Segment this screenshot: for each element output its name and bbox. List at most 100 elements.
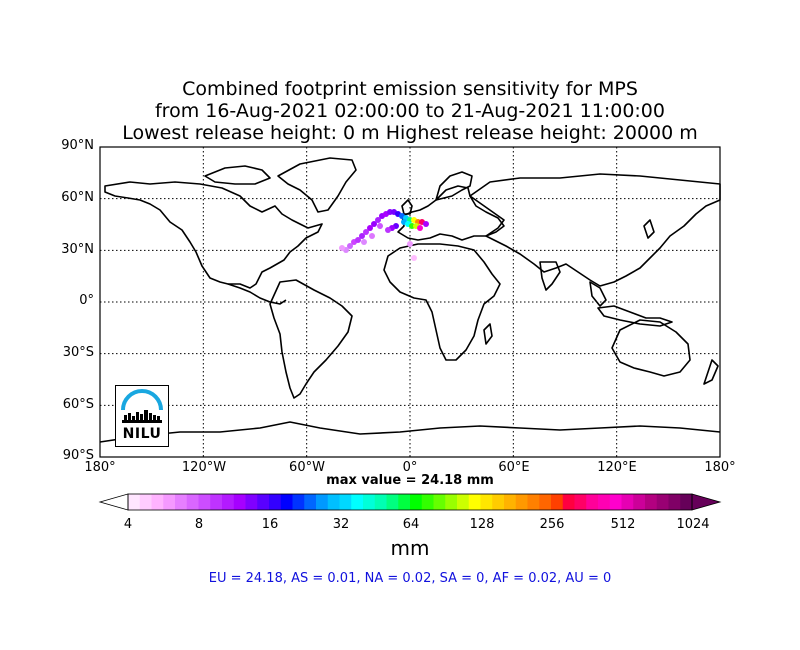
colorbar	[98, 493, 722, 511]
colorbar-swatch	[656, 494, 670, 510]
colorbar-under-arrow	[98, 493, 129, 511]
japan	[643, 219, 655, 239]
greenland	[277, 157, 357, 213]
colorbar-swatch	[175, 494, 188, 510]
colorbar-swatch	[269, 494, 282, 510]
colorbar-unit-label: mm	[390, 536, 430, 560]
colorbar-swatch	[139, 494, 153, 510]
colorbar-swatch	[233, 494, 247, 510]
new-zealand	[703, 359, 719, 385]
colorbar-swatch	[551, 494, 564, 510]
lon-label-180w: 180°	[84, 460, 116, 475]
north-america-coast	[104, 181, 323, 289]
europe-coast	[397, 185, 505, 241]
colorbar-tick-1024: 1024	[676, 517, 710, 532]
colorbar-swatch	[386, 494, 399, 510]
plume-cell	[377, 223, 383, 229]
colorbar-swatch	[504, 494, 517, 510]
colorbar-swatch	[480, 494, 493, 510]
colorbar-swatch	[257, 494, 270, 510]
colorbar-swatch	[245, 494, 258, 510]
colorbar-swatch	[210, 494, 223, 510]
british-isles	[401, 199, 413, 215]
africa-coast	[383, 243, 501, 361]
colorbar-tick-8: 8	[194, 517, 204, 532]
colorbar-swatch	[445, 494, 458, 510]
southeast-asia	[589, 281, 607, 307]
colorbar-swatch	[492, 494, 505, 510]
colorbar-swatch	[680, 494, 693, 510]
colorbar-swatch	[421, 494, 435, 510]
colorbar-tick-64: 64	[402, 517, 420, 532]
colorbar-swatch	[280, 494, 294, 510]
colorbar-tick-16: 16	[261, 517, 279, 532]
plume-cell	[417, 225, 423, 231]
nilu-logo-text: NILU	[122, 426, 162, 442]
plume-cell	[369, 233, 375, 239]
colorbar-frame	[127, 493, 693, 511]
lon-label-120e: 120°E	[597, 460, 637, 475]
colorbar-tick-32: 32	[332, 517, 350, 532]
colorbar-swatch	[398, 494, 411, 510]
lat-label-30s: 30°S	[62, 345, 94, 360]
lat-label-30n: 30°N	[61, 242, 94, 257]
colorbar-swatch	[645, 494, 658, 510]
colorbar-swatch	[539, 494, 552, 510]
colorbar-tick-4: 4	[123, 517, 133, 532]
colorbar-tick-256: 256	[539, 517, 565, 532]
lat-label-60n: 60°N	[61, 190, 94, 205]
madagascar	[483, 323, 493, 345]
map-title-line-3: Lowest release height: 0 m Highest relea…	[122, 122, 698, 144]
colorbar-swatch	[151, 494, 164, 510]
lon-label-60e: 60°E	[498, 460, 530, 475]
graticule-grid	[100, 147, 720, 457]
antarctica-coast	[99, 421, 721, 443]
asia-coast	[469, 173, 721, 287]
lat-label-90n: 90°N	[61, 138, 94, 153]
arctic-islands	[204, 165, 271, 185]
colorbar-swatch	[562, 494, 576, 510]
colorbar-tick-128: 128	[469, 517, 495, 532]
plume-cell	[371, 221, 377, 227]
colorbar-swatch	[363, 494, 376, 510]
colorbar-swatch	[621, 494, 634, 510]
map-title-line-1: Combined footprint emission sensitivity …	[182, 78, 638, 100]
lon-label-60w: 60°W	[289, 460, 325, 475]
plume-cell	[411, 255, 417, 261]
plume-cell	[347, 243, 353, 249]
colorbar-swatch	[457, 494, 470, 510]
plume-cell	[361, 239, 367, 245]
plume-cell	[367, 225, 373, 231]
plume-cell	[339, 245, 345, 251]
plume-cell	[385, 227, 391, 233]
lon-label-120w: 120°W	[181, 460, 227, 475]
colorbar-swatch	[304, 494, 317, 510]
colorbar-swatch	[163, 494, 176, 510]
lat-label-60s: 60°S	[62, 397, 94, 412]
map-title-line-2: from 16-Aug-2021 02:00:00 to 21-Aug-2021…	[154, 100, 665, 122]
colorbar-swatch	[198, 494, 211, 510]
continents	[99, 157, 721, 443]
colorbar-swatch	[574, 494, 587, 510]
colorbar-swatch	[186, 494, 200, 510]
lon-label-180e: 180°	[704, 460, 736, 475]
colorbar-swatch	[527, 494, 540, 510]
south-america-coast	[269, 279, 353, 399]
map-frame	[99, 146, 721, 458]
plume-cell	[375, 217, 381, 223]
central-america	[227, 283, 287, 305]
india	[539, 261, 561, 291]
nilu-logo: NILU	[115, 385, 169, 447]
australia-coast	[611, 319, 691, 377]
colorbar-swatch	[292, 494, 305, 510]
colorbar-swatch	[609, 494, 623, 510]
colorbar-swatch	[351, 494, 364, 510]
colorbar-swatch	[668, 494, 681, 510]
indonesia	[597, 305, 673, 327]
colorbar-swatch	[374, 494, 388, 510]
colorbar-swatch	[410, 494, 423, 510]
colorbar-swatch	[222, 494, 235, 510]
lon-label-0: 0°	[402, 460, 418, 475]
nilu-logo-icon	[121, 389, 163, 423]
